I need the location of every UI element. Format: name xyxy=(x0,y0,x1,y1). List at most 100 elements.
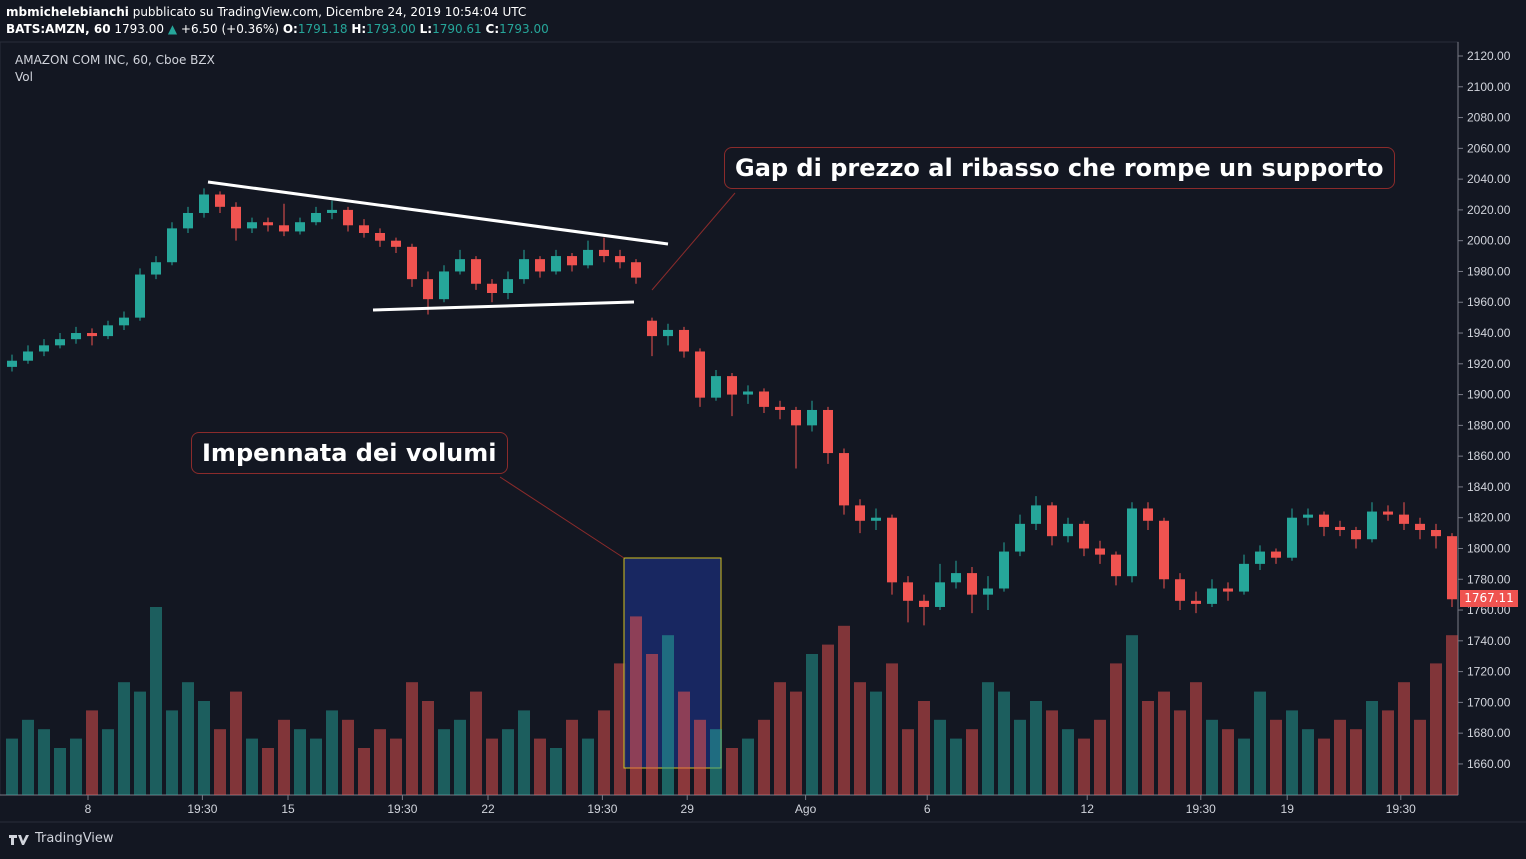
x-tick-label: 19:30 xyxy=(587,802,617,816)
candle xyxy=(647,317,657,357)
candle xyxy=(1159,517,1169,589)
volume-bar xyxy=(502,729,514,795)
volume-bar xyxy=(326,710,338,795)
candle xyxy=(1335,520,1345,537)
y-tick-label: 1820.00 xyxy=(1467,511,1511,525)
candle xyxy=(311,206,321,226)
volume-bar xyxy=(1302,729,1314,795)
candle xyxy=(1207,579,1217,607)
candle xyxy=(999,542,1009,592)
candle-body xyxy=(1335,526,1345,531)
candle-body xyxy=(1351,530,1361,540)
volume-bar xyxy=(1078,738,1090,795)
y-tick-label: 1920.00 xyxy=(1467,357,1511,371)
candle-body xyxy=(455,259,465,272)
candle xyxy=(231,202,241,241)
brand[interactable]: TradingView xyxy=(35,831,114,846)
candle-body xyxy=(375,232,385,241)
candle xyxy=(279,203,289,237)
up-triangle-icon: ▲ xyxy=(167,22,178,36)
candle-body xyxy=(1287,517,1297,558)
candle xyxy=(615,249,625,269)
candle-body xyxy=(1383,511,1393,515)
gap-callout-pointer xyxy=(651,192,736,291)
candle-body xyxy=(231,206,241,229)
volume-bars xyxy=(6,607,1458,795)
gap-annotation[interactable]: Gap di prezzo al ribasso che rompe un su… xyxy=(724,147,1395,189)
volume-bar xyxy=(22,719,34,795)
candle-body xyxy=(7,360,17,367)
volume-bar xyxy=(598,710,610,795)
candle-body xyxy=(615,256,625,263)
candle-body xyxy=(599,249,609,257)
candle xyxy=(967,566,977,614)
volume-bar xyxy=(310,738,322,795)
volume-bar xyxy=(1094,719,1106,795)
candle-body xyxy=(983,588,993,595)
open-label: O: xyxy=(282,22,298,36)
volume-annotation[interactable]: Impennata dei volumi xyxy=(191,432,508,474)
candle-body xyxy=(151,262,161,275)
candle-body xyxy=(679,329,689,352)
y-tick-label: 1680.00 xyxy=(1467,726,1511,740)
last-price-label: 1767.11 xyxy=(1460,590,1518,607)
price-axis: 2120.00 2100.00 2080.00 2060.00 2040.00 2020.… xyxy=(1458,49,1511,771)
candle-body xyxy=(1143,508,1153,521)
candle xyxy=(247,217,257,233)
volume-bar xyxy=(1382,710,1394,795)
candle-body xyxy=(999,551,1009,589)
y-tick-label: 2100.00 xyxy=(1467,80,1511,94)
candle xyxy=(903,576,913,623)
author[interactable]: mbmichelebianchi xyxy=(6,5,129,19)
volume-bar xyxy=(566,719,578,795)
candle-body xyxy=(791,409,801,426)
volume-bar xyxy=(1174,710,1186,795)
volume-bar xyxy=(1318,738,1330,795)
resistance-trendline[interactable] xyxy=(207,180,669,246)
candle-body xyxy=(695,351,705,398)
y-tick-label: 2000.00 xyxy=(1467,234,1511,248)
candle xyxy=(71,326,81,344)
candle xyxy=(807,400,817,432)
symbol-info: BATS:AMZN, 60 1793.00 ▲ +6.50 (+0.36%) O… xyxy=(6,22,549,36)
volume-bar xyxy=(870,691,882,795)
candle-body xyxy=(279,225,289,232)
candle xyxy=(503,271,513,300)
candle xyxy=(1095,540,1105,564)
candle xyxy=(887,514,897,595)
volume-bar xyxy=(934,719,946,795)
y-tick-label: 1980.00 xyxy=(1467,264,1511,278)
candle-body xyxy=(439,271,449,300)
volume-bar xyxy=(1110,663,1122,795)
volume-bar xyxy=(822,644,834,795)
candle xyxy=(39,339,49,357)
candle-body xyxy=(119,317,129,326)
volume-bar xyxy=(630,616,642,795)
candle xyxy=(199,188,209,218)
publish-info: mbmichelebianchi pubblicato su TradingVi… xyxy=(6,5,526,19)
footer: TradingView xyxy=(8,831,114,846)
candle-body xyxy=(567,256,577,266)
candle-body xyxy=(423,279,433,300)
candle xyxy=(1255,545,1265,571)
candle xyxy=(727,373,737,417)
y-tick-label: 1660.00 xyxy=(1467,757,1511,771)
volume-bar xyxy=(614,663,626,795)
candle xyxy=(359,219,369,238)
candle-body xyxy=(103,325,113,337)
candle-body xyxy=(535,259,545,272)
y-tick-label: 1740.00 xyxy=(1467,634,1511,648)
y-tick-label: 1940.00 xyxy=(1467,326,1511,340)
published-text: pubblicato su TradingView.com, Dicembre … xyxy=(132,5,527,19)
candle-body xyxy=(663,329,673,337)
candle-body xyxy=(23,351,33,361)
y-tick-label: 1700.00 xyxy=(1467,695,1511,709)
support-trendline[interactable] xyxy=(372,300,635,312)
candle-body xyxy=(727,376,737,395)
volume-bar xyxy=(278,719,290,795)
volume-bar xyxy=(294,729,306,795)
candle-body xyxy=(887,517,897,583)
candle xyxy=(711,369,721,401)
volume-bar xyxy=(742,738,754,795)
